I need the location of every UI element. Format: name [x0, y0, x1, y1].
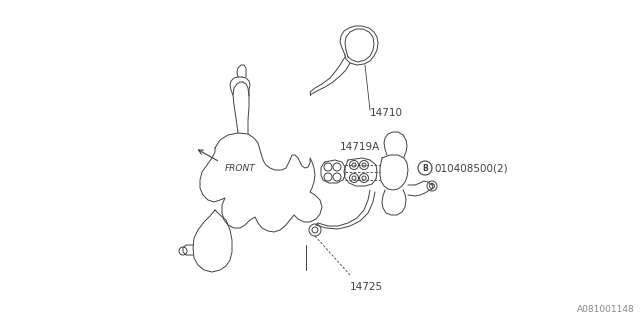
Text: 14719A: 14719A: [340, 142, 380, 152]
Text: 010408500(2): 010408500(2): [434, 163, 508, 173]
Text: B: B: [422, 164, 428, 172]
Text: A081001148: A081001148: [577, 305, 635, 314]
Text: FRONT: FRONT: [225, 164, 256, 173]
Text: 14725: 14725: [350, 282, 383, 292]
Text: 14710: 14710: [370, 108, 403, 118]
